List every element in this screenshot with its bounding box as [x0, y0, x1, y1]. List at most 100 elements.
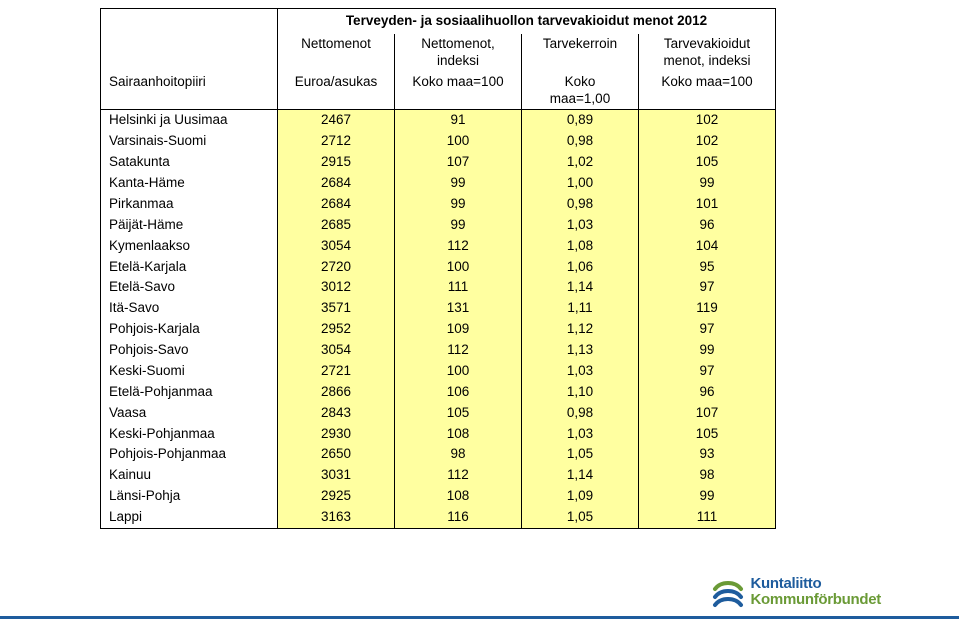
row-c3: 1,03	[522, 361, 639, 382]
row-c4: 97	[639, 361, 776, 382]
row-c1: 3031	[278, 465, 395, 486]
table-row: Kymenlaakso30541121,08104	[101, 236, 776, 257]
row-c3: 1,11	[522, 298, 639, 319]
row-c1: 2866	[278, 382, 395, 403]
row-c3: 1,12	[522, 319, 639, 340]
row-c3: 0,98	[522, 403, 639, 424]
row-c3: 1,06	[522, 257, 639, 278]
title-left-spacer	[101, 9, 278, 34]
row-c1: 2843	[278, 403, 395, 424]
row-c1: 2925	[278, 486, 395, 507]
row-label: Etelä-Savo	[101, 277, 278, 298]
h1-c4: Tarvevakioidutmenot, indeksi	[639, 34, 776, 72]
row-label: Etelä-Pohjanmaa	[101, 382, 278, 403]
row-c2: 116	[395, 507, 522, 528]
row-c3: 1,03	[522, 424, 639, 445]
row-c4: 101	[639, 194, 776, 215]
row-c3: 1,05	[522, 507, 639, 528]
row-c3: 0,98	[522, 131, 639, 152]
table-container: Terveyden- ja sosiaalihuollon tarvevakio…	[100, 8, 776, 529]
table-row: Helsinki ja Uusimaa2467910,89102	[101, 110, 776, 131]
row-c4: 93	[639, 444, 776, 465]
row-c2: 112	[395, 465, 522, 486]
logo-text: Kuntaliitto Kommunförbundet	[751, 576, 881, 608]
table-row: Länsi-Pohja29251081,0999	[101, 486, 776, 507]
table-row: Satakunta29151071,02105	[101, 152, 776, 173]
h1-c0	[101, 34, 278, 72]
row-label: Keski-Suomi	[101, 361, 278, 382]
row-c3: 1,05	[522, 444, 639, 465]
table-row: Itä-Savo35711311,11119	[101, 298, 776, 319]
table-row: Pohjois-Savo30541121,1399	[101, 340, 776, 361]
row-c3: 1,03	[522, 215, 639, 236]
row-c1: 2684	[278, 173, 395, 194]
row-c2: 100	[395, 257, 522, 278]
row-label: Lappi	[101, 507, 278, 528]
row-label: Keski-Pohjanmaa	[101, 424, 278, 445]
row-c3: 1,14	[522, 465, 639, 486]
row-c2: 109	[395, 319, 522, 340]
row-label: Varsinais-Suomi	[101, 131, 278, 152]
row-c2: 99	[395, 194, 522, 215]
h2-c2: Koko maa=100	[395, 72, 522, 110]
row-c3: 1,14	[522, 277, 639, 298]
table-row: Keski-Suomi27211001,0397	[101, 361, 776, 382]
logo-line1: Kuntaliitto	[751, 576, 881, 592]
row-c2: 112	[395, 236, 522, 257]
table-title: Terveyden- ja sosiaalihuollon tarvevakio…	[278, 9, 776, 34]
row-c2: 99	[395, 173, 522, 194]
table-header-row-2: Sairaanhoitopiiri Euroa/asukas Koko maa=…	[101, 72, 776, 110]
row-c4: 99	[639, 340, 776, 361]
row-label: Kymenlaakso	[101, 236, 278, 257]
footer-bar	[0, 616, 959, 619]
h1-c2: Nettomenot,indeksi	[395, 34, 522, 72]
row-label: Kainuu	[101, 465, 278, 486]
row-c2: 111	[395, 277, 522, 298]
row-label: Päijät-Häme	[101, 215, 278, 236]
row-c4: 96	[639, 382, 776, 403]
table-row: Kanta-Häme2684991,0099	[101, 173, 776, 194]
row-c4: 99	[639, 486, 776, 507]
row-label: Länsi-Pohja	[101, 486, 278, 507]
row-c2: 108	[395, 486, 522, 507]
row-c3: 1,10	[522, 382, 639, 403]
row-c1: 3163	[278, 507, 395, 528]
row-c4: 97	[639, 277, 776, 298]
row-c1: 2721	[278, 361, 395, 382]
row-c3: 1,13	[522, 340, 639, 361]
row-c4: 95	[639, 257, 776, 278]
row-c1: 3012	[278, 277, 395, 298]
logo-mark-icon	[711, 575, 745, 609]
row-label: Helsinki ja Uusimaa	[101, 110, 278, 131]
row-c1: 3054	[278, 340, 395, 361]
row-c4: 98	[639, 465, 776, 486]
table-row: Kainuu30311121,1498	[101, 465, 776, 486]
row-c2: 100	[395, 361, 522, 382]
table-row: Etelä-Pohjanmaa28661061,1096	[101, 382, 776, 403]
row-c3: 1,02	[522, 152, 639, 173]
h1-c1: Nettomenot	[278, 34, 395, 72]
row-c1: 2467	[278, 110, 395, 131]
h1-c3: Tarvekerroin	[522, 34, 639, 72]
row-c3: 1,08	[522, 236, 639, 257]
row-c2: 100	[395, 131, 522, 152]
row-c2: 98	[395, 444, 522, 465]
row-label: Pohjois-Pohjanmaa	[101, 444, 278, 465]
row-label: Satakunta	[101, 152, 278, 173]
table-header-row-1: Nettomenot Nettomenot,indeksi Tarvekerro…	[101, 34, 776, 72]
row-c4: 119	[639, 298, 776, 319]
row-c2: 107	[395, 152, 522, 173]
row-c1: 3571	[278, 298, 395, 319]
row-c4: 102	[639, 131, 776, 152]
row-c3: 1,09	[522, 486, 639, 507]
row-c2: 105	[395, 403, 522, 424]
h2-c0: Sairaanhoitopiiri	[101, 72, 278, 110]
row-c4: 104	[639, 236, 776, 257]
row-c1: 2684	[278, 194, 395, 215]
row-c4: 99	[639, 173, 776, 194]
h2-c4: Koko maa=100	[639, 72, 776, 110]
row-c1: 2915	[278, 152, 395, 173]
table-row: Etelä-Savo30121111,1497	[101, 277, 776, 298]
row-c2: 112	[395, 340, 522, 361]
row-label: Vaasa	[101, 403, 278, 424]
